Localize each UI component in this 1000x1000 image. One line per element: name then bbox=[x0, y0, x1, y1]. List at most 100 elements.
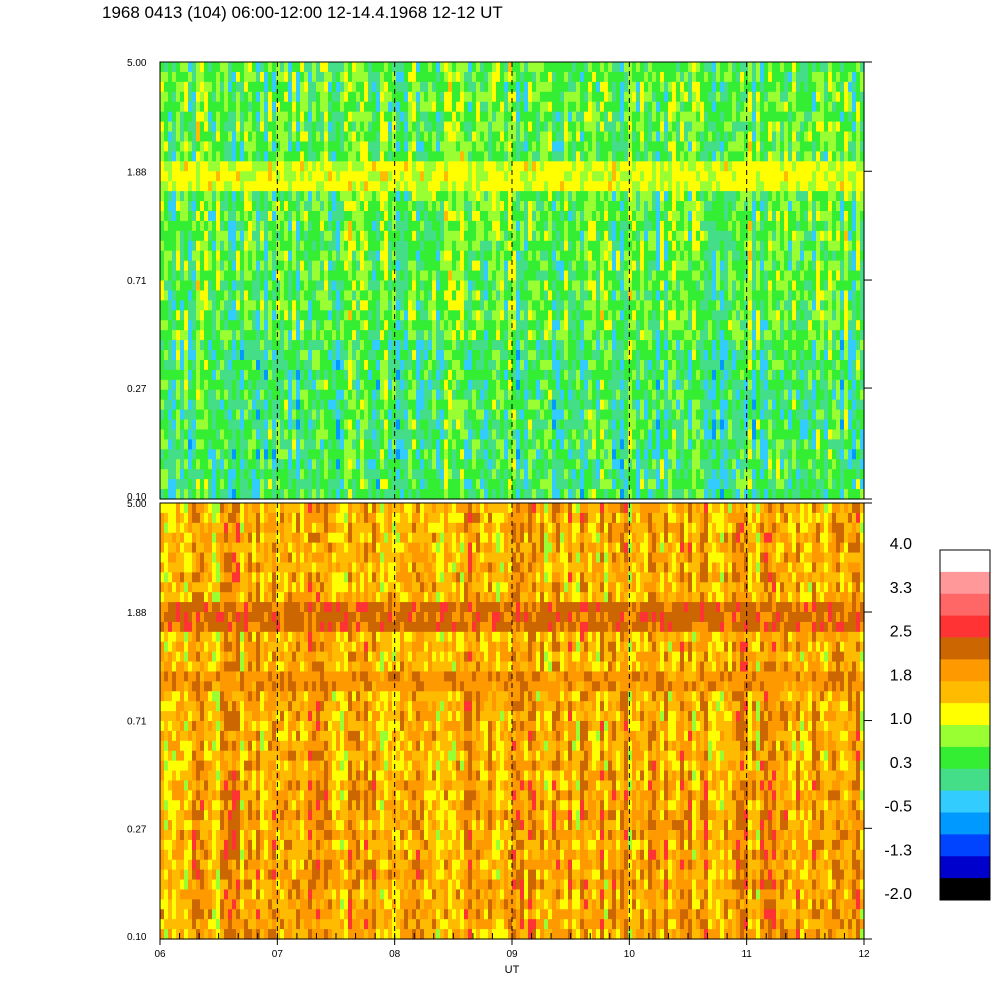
heatmap-cell bbox=[376, 489, 381, 500]
heatmap-cell bbox=[396, 290, 401, 301]
heatmap-cell bbox=[400, 420, 405, 431]
heatmap-cell bbox=[428, 459, 433, 470]
heatmap-cell bbox=[244, 410, 249, 421]
heatmap-cell bbox=[400, 211, 405, 222]
heatmap-cell bbox=[612, 82, 617, 93]
heatmap-cell bbox=[260, 360, 265, 371]
heatmap-cell bbox=[388, 201, 393, 212]
heatmap-cell bbox=[408, 459, 413, 470]
heatmap-cell bbox=[220, 132, 225, 143]
heatmap-cell bbox=[608, 171, 613, 182]
heatmap-cell bbox=[544, 211, 549, 222]
heatmap-cell bbox=[256, 231, 261, 242]
heatmap-cell bbox=[296, 231, 301, 242]
heatmap-cell bbox=[532, 320, 537, 331]
heatmap-cell bbox=[272, 132, 277, 143]
heatmap-cell bbox=[520, 201, 525, 212]
heatmap-cell bbox=[596, 151, 601, 162]
heatmap-cell bbox=[444, 221, 449, 232]
heatmap-cell bbox=[220, 281, 225, 292]
heatmap-cell bbox=[372, 112, 377, 123]
heatmap-cell bbox=[336, 310, 341, 321]
heatmap-cell bbox=[456, 261, 461, 272]
heatmap-cell bbox=[272, 211, 277, 222]
heatmap-cell bbox=[464, 469, 469, 480]
heatmap-cell bbox=[280, 241, 285, 252]
heatmap-cell bbox=[344, 300, 349, 311]
heatmap-cell bbox=[404, 469, 409, 480]
heatmap-cell bbox=[368, 330, 373, 341]
heatmap-cell bbox=[408, 92, 413, 103]
heatmap-cell bbox=[356, 141, 361, 152]
heatmap-cell bbox=[220, 370, 225, 381]
heatmap-cell bbox=[568, 330, 573, 341]
heatmap-cell bbox=[304, 221, 309, 232]
heatmap-cell bbox=[612, 201, 617, 212]
heatmap-cell bbox=[500, 449, 505, 460]
heatmap-cell bbox=[500, 320, 505, 331]
heatmap-cell bbox=[324, 261, 329, 272]
heatmap-cell bbox=[396, 489, 401, 500]
heatmap-cell bbox=[388, 400, 393, 411]
heatmap-cell bbox=[380, 330, 385, 341]
heatmap-cell bbox=[368, 459, 373, 470]
heatmap-cell bbox=[236, 320, 241, 331]
heatmap-cell bbox=[220, 201, 225, 212]
heatmap-cell bbox=[316, 420, 321, 431]
heatmap-cell bbox=[400, 221, 405, 232]
heatmap-cell bbox=[216, 181, 221, 192]
heatmap-cell bbox=[224, 191, 229, 202]
heatmap-cell bbox=[332, 221, 337, 232]
heatmap-cell bbox=[580, 330, 585, 341]
heatmap-cell bbox=[288, 281, 293, 292]
heatmap-cell bbox=[380, 320, 385, 331]
heatmap-cell bbox=[516, 171, 521, 182]
heatmap-cell bbox=[172, 290, 177, 301]
heatmap-cell bbox=[532, 340, 537, 351]
heatmap-cell bbox=[384, 290, 389, 301]
heatmap-cell bbox=[568, 429, 573, 440]
heatmap-cell bbox=[560, 300, 565, 311]
heatmap-cell bbox=[520, 281, 525, 292]
heatmap-cell bbox=[544, 390, 549, 401]
heatmap-cell bbox=[364, 300, 369, 311]
heatmap-cell bbox=[252, 410, 257, 421]
heatmap-cell bbox=[352, 72, 357, 83]
heatmap-cell bbox=[372, 181, 377, 192]
heatmap-cell bbox=[580, 479, 585, 490]
heatmap-cell bbox=[216, 201, 221, 212]
heatmap-cell bbox=[604, 231, 609, 242]
heatmap-cell bbox=[268, 141, 273, 152]
heatmap-cell bbox=[384, 112, 389, 123]
heatmap-cell bbox=[496, 300, 501, 311]
heatmap-cell bbox=[588, 181, 593, 192]
heatmap-cell bbox=[476, 82, 481, 93]
heatmap-cell bbox=[260, 370, 265, 381]
heatmap-cell bbox=[344, 410, 349, 421]
heatmap-cell bbox=[304, 171, 309, 182]
heatmap-cell bbox=[604, 429, 609, 440]
heatmap-cell bbox=[432, 400, 437, 411]
heatmap-cell bbox=[384, 400, 389, 411]
heatmap-cell bbox=[260, 271, 265, 282]
heatmap-cell bbox=[220, 469, 225, 480]
heatmap-cell bbox=[456, 141, 461, 152]
heatmap-cell bbox=[292, 261, 297, 272]
heatmap-cell bbox=[512, 449, 517, 460]
heatmap-cell bbox=[464, 410, 469, 421]
heatmap-cell bbox=[276, 251, 281, 262]
heatmap-cell bbox=[332, 370, 337, 381]
heatmap-cell bbox=[448, 72, 453, 83]
heatmap-cell bbox=[432, 310, 437, 321]
heatmap-cell bbox=[472, 340, 477, 351]
heatmap-cell bbox=[356, 82, 361, 93]
heatmap-cell bbox=[552, 151, 557, 162]
heatmap-cell bbox=[376, 420, 381, 431]
heatmap-cell bbox=[500, 102, 505, 113]
heatmap-cell bbox=[252, 459, 257, 470]
heatmap-cell bbox=[380, 290, 385, 301]
heatmap-cell bbox=[180, 191, 185, 202]
heatmap-cell bbox=[500, 141, 505, 152]
heatmap-cell bbox=[204, 410, 209, 421]
heatmap-cell bbox=[296, 360, 301, 371]
